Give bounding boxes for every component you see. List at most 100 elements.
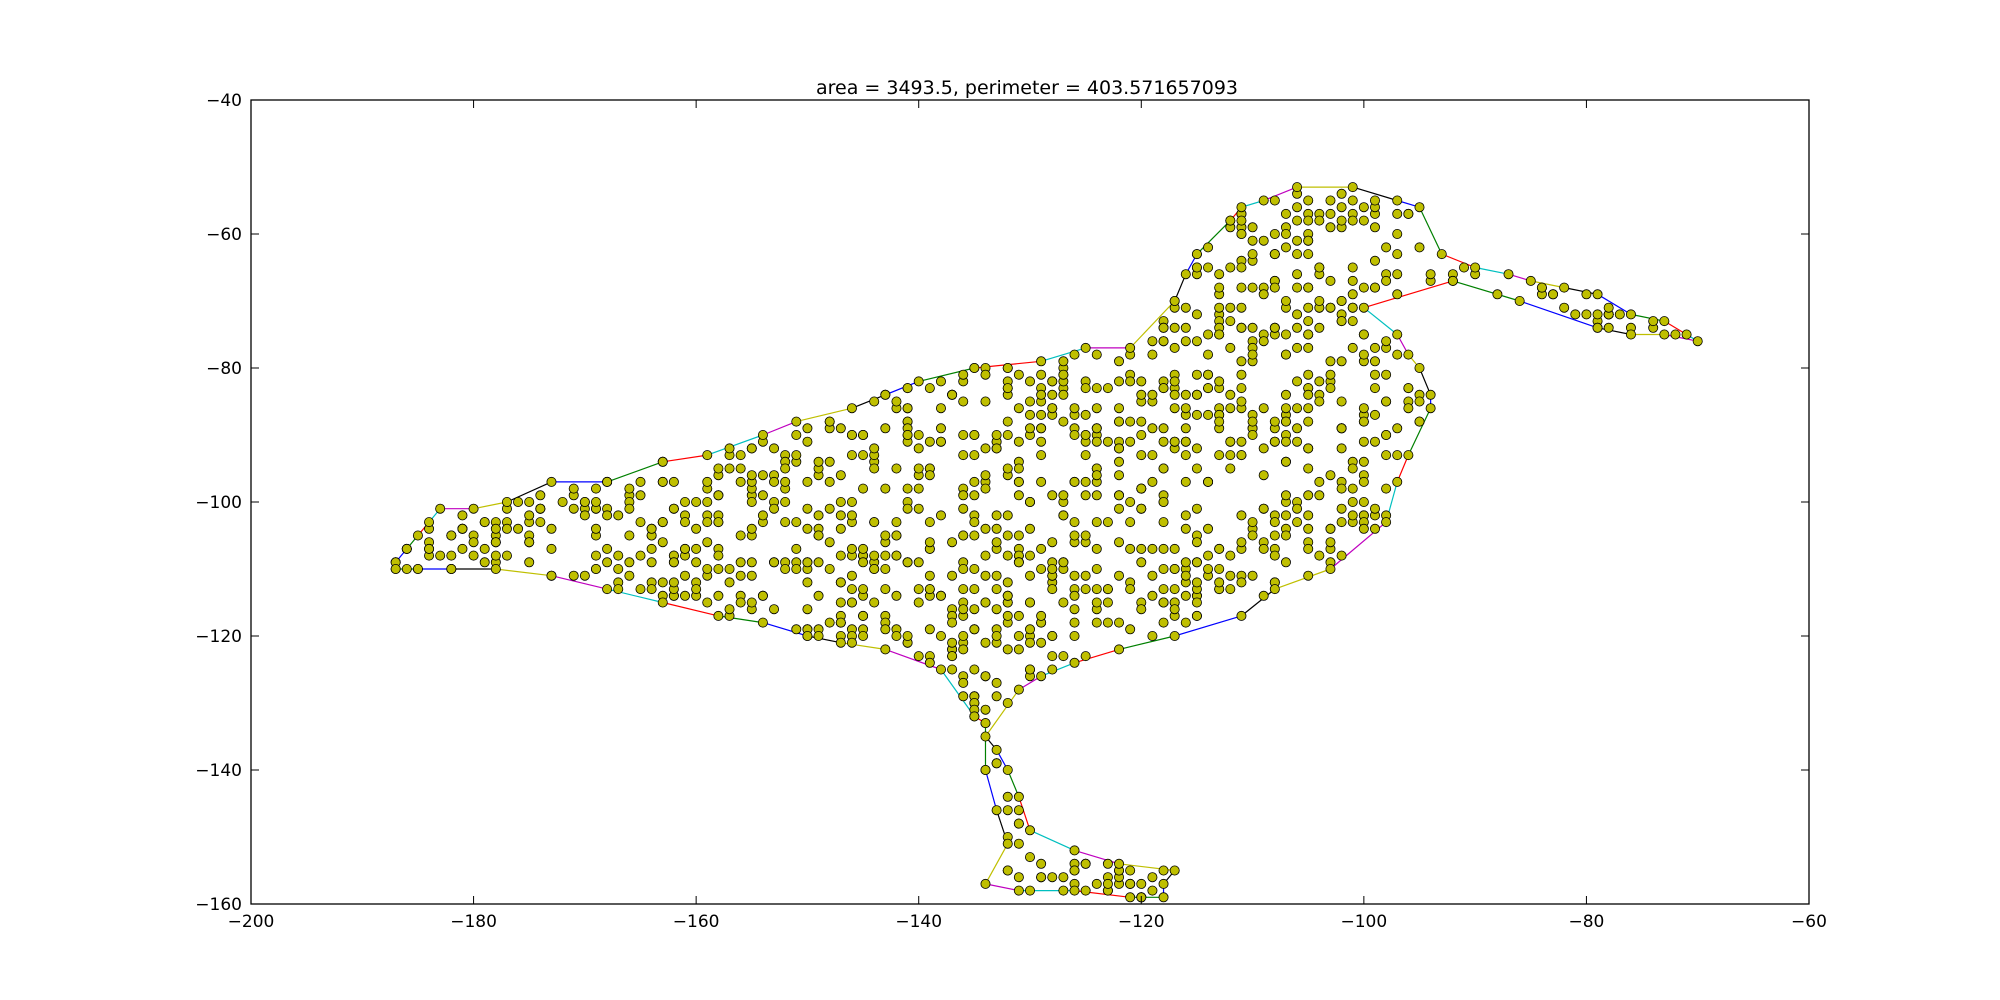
data-point <box>769 476 780 487</box>
data-point <box>1058 356 1069 367</box>
data-point <box>1169 389 1180 400</box>
data-point <box>1180 450 1191 461</box>
data-point <box>835 496 846 507</box>
boundary-edge <box>473 501 508 510</box>
data-point <box>1147 389 1158 400</box>
data-point <box>624 530 635 541</box>
data-point <box>791 416 802 427</box>
data-point <box>1114 644 1125 655</box>
data-point <box>1191 249 1202 260</box>
data-point <box>1025 496 1036 507</box>
data-point <box>913 597 924 608</box>
data-point <box>1347 483 1358 494</box>
data-point <box>1136 376 1147 387</box>
boundary-edge <box>551 575 608 590</box>
data-point <box>1280 329 1291 340</box>
data-point <box>824 537 835 548</box>
data-point <box>1002 590 1013 601</box>
data-point <box>1403 450 1414 461</box>
data-point <box>1158 496 1169 507</box>
data-point <box>891 631 902 642</box>
data-point <box>1358 496 1369 507</box>
data-point <box>1303 490 1314 501</box>
data-point <box>780 476 791 487</box>
data-point <box>1536 282 1547 293</box>
data-point <box>969 530 980 541</box>
data-point <box>924 517 935 528</box>
y-tick-label: −60 <box>206 225 242 245</box>
data-point <box>1247 570 1258 581</box>
data-point <box>1292 376 1303 387</box>
data-point <box>602 510 613 521</box>
data-point <box>1347 510 1358 521</box>
data-point <box>1036 450 1047 461</box>
data-point <box>1648 316 1659 327</box>
data-point <box>1191 503 1202 514</box>
data-point <box>846 637 857 648</box>
data-point <box>991 429 1002 440</box>
data-point <box>646 543 657 554</box>
data-point <box>991 691 1002 702</box>
data-point <box>1069 349 1080 360</box>
data-point <box>1069 530 1080 541</box>
data-point <box>1269 584 1280 595</box>
data-point <box>1280 389 1291 400</box>
data-point <box>1114 376 1125 387</box>
data-point <box>1058 510 1069 521</box>
data-point <box>1392 450 1403 461</box>
data-point <box>1058 490 1069 501</box>
data-point <box>813 557 824 568</box>
data-point <box>702 597 713 608</box>
data-point <box>757 617 768 628</box>
data-point <box>1102 617 1113 628</box>
data-point <box>1169 604 1180 615</box>
data-point <box>902 557 913 568</box>
data-point <box>1013 644 1024 655</box>
boundary-edge <box>1597 327 1632 336</box>
data-point <box>1058 416 1069 427</box>
data-point <box>1102 517 1113 528</box>
data-point <box>1325 222 1336 233</box>
data-point <box>1236 537 1247 548</box>
data-point <box>746 557 757 568</box>
data-point <box>824 503 835 514</box>
data-point <box>880 483 891 494</box>
data-point <box>802 577 813 588</box>
data-point <box>1258 289 1269 300</box>
data-point <box>1292 309 1303 320</box>
boundary-edge <box>606 461 663 483</box>
data-point <box>1236 322 1247 333</box>
data-point <box>791 564 802 575</box>
data-point <box>1292 249 1303 260</box>
y-axis-ticks: −40 −60 −80 −100 −120 −140 −160 <box>195 91 1809 915</box>
data-point <box>702 476 713 487</box>
data-point <box>1203 550 1214 561</box>
data-point <box>1269 322 1280 333</box>
data-point <box>902 503 913 514</box>
data-point <box>1102 597 1113 608</box>
data-point <box>1047 631 1058 642</box>
data-point <box>1292 202 1303 213</box>
data-point <box>924 570 935 581</box>
data-point <box>947 617 958 628</box>
data-point <box>1292 282 1303 293</box>
data-point <box>1013 530 1024 541</box>
data-point <box>757 470 768 481</box>
data-point <box>791 429 802 440</box>
data-point <box>913 376 924 387</box>
data-point <box>713 610 724 621</box>
data-point <box>401 564 412 575</box>
boundary-edge <box>1040 347 1086 362</box>
data-point <box>746 443 757 454</box>
data-point <box>1592 309 1603 320</box>
data-point <box>924 657 935 668</box>
data-point <box>1369 222 1380 233</box>
data-point <box>1025 570 1036 581</box>
data-point <box>1258 470 1269 481</box>
data-point <box>1314 490 1325 501</box>
data-point <box>524 510 535 521</box>
data-point <box>935 376 946 387</box>
data-point <box>1280 530 1291 541</box>
data-point <box>1025 550 1036 561</box>
